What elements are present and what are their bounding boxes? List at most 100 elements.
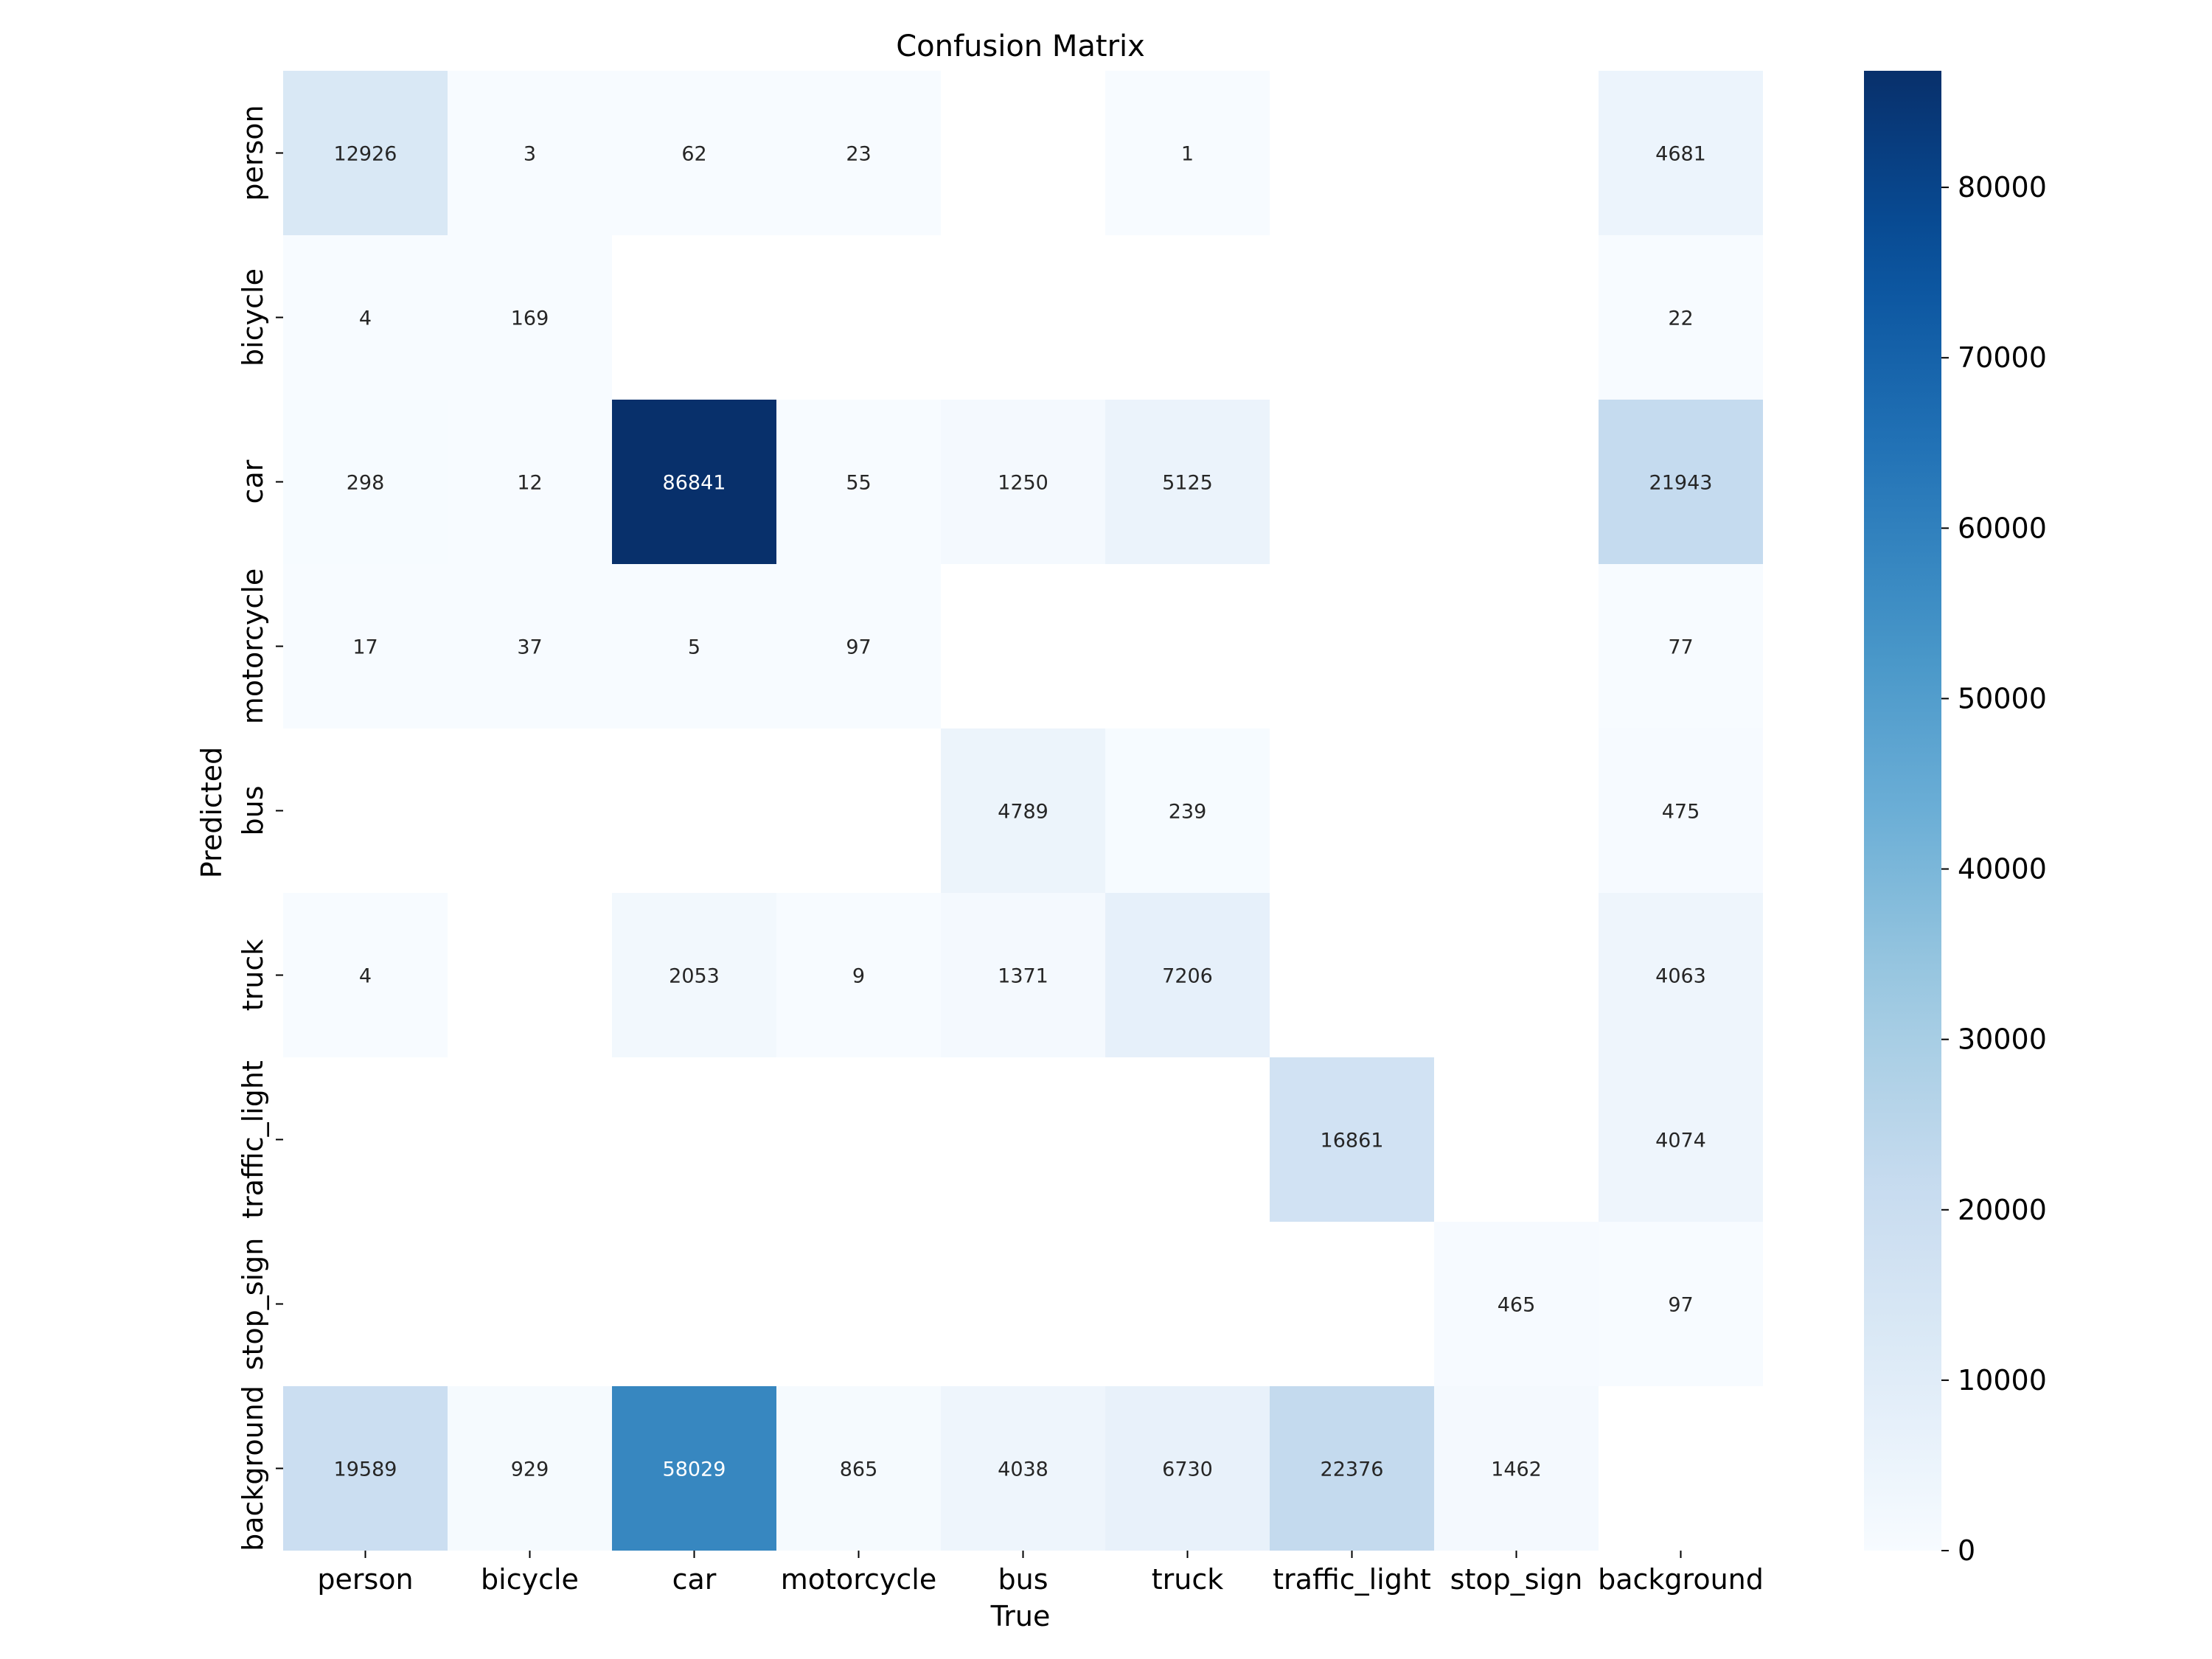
x-tick-label: motorcycle: [781, 1563, 936, 1596]
heatmap-cell-value: 12: [517, 472, 542, 495]
heatmap-cell: [612, 564, 776, 728]
heatmap-cell: [1599, 71, 1763, 235]
heatmap-cell-value: 97: [1668, 1294, 1693, 1317]
heatmap-cell: [283, 1386, 448, 1551]
heatmap-cell: [448, 564, 612, 728]
heatmap-cell: [1105, 728, 1270, 893]
heatmap-cell-empty: [941, 71, 1105, 235]
x-tick-label: stop_sign: [1450, 1563, 1583, 1596]
x-axis-label: True: [990, 1600, 1051, 1632]
heatmap-cell-value: 77: [1668, 636, 1693, 659]
heatmap-cell-value: 22: [1668, 307, 1693, 330]
heatmap-cell-empty: [1105, 1057, 1270, 1222]
heatmap-cell: [1599, 400, 1763, 564]
x-tick-label: truck: [1152, 1563, 1224, 1596]
colorbar-tick-label: 40000: [1958, 853, 2047, 886]
heatmap-cell: [941, 1386, 1105, 1551]
heatmap-cell-value: 475: [1662, 801, 1700, 824]
heatmap-cell: [612, 71, 776, 235]
heatmap-cell-empty: [941, 1222, 1105, 1386]
heatmap-cell: [1599, 893, 1763, 1057]
heatmap-cell: [941, 893, 1105, 1057]
x-axis-ticks: person bicycle car motorcycle bus truck traffi…: [317, 1551, 1764, 1596]
heatmap-cell: [1599, 728, 1763, 893]
colorbar-gradient: [1864, 71, 1941, 1551]
heatmap-cell-empty: [1270, 235, 1434, 400]
heatmap-cell-empty: [1270, 1222, 1434, 1386]
heatmap-cell: [612, 400, 776, 564]
heatmap-cell: [448, 400, 612, 564]
heatmap-cell-empty: [1434, 71, 1599, 235]
heatmap-cell: [283, 400, 448, 564]
heatmap-cell: [1270, 1386, 1434, 1551]
heatmap-cell-empty: [1599, 1386, 1763, 1551]
heatmap-cell-value: 1: [1181, 143, 1194, 166]
heatmap-cell-empty: [941, 1057, 1105, 1222]
x-tick-label: car: [672, 1563, 717, 1596]
heatmap-cell-empty: [776, 1057, 941, 1222]
heatmap-cell-value: 6730: [1162, 1458, 1213, 1481]
heatmap-cell: [941, 728, 1105, 893]
heatmap-cell-empty: [1270, 564, 1434, 728]
heatmap-cell: [1599, 1057, 1763, 1222]
heatmap-cell-value: 169: [511, 307, 549, 330]
heatmap-cell-empty: [448, 1222, 612, 1386]
x-tick-label: background: [1598, 1563, 1764, 1596]
heatmap-cell-value: 23: [846, 143, 871, 166]
heatmap-cell: [1270, 1057, 1434, 1222]
heatmap-cell: [1105, 1386, 1270, 1551]
y-tick-label: bus: [237, 785, 269, 835]
heatmap-cell-empty: [1434, 235, 1599, 400]
heatmap-cell: [612, 1386, 776, 1551]
heatmap-cell-value: 4063: [1655, 965, 1706, 988]
x-tick-label: bicycle: [481, 1563, 579, 1596]
heatmap-cell: [776, 400, 941, 564]
colorbar-tick-label: 50000: [1958, 682, 2047, 714]
heatmap-cell: [1105, 893, 1270, 1057]
heatmap-cell-value: 16861: [1321, 1130, 1384, 1152]
y-tick-label: bicycle: [237, 268, 269, 366]
heatmap-cell-empty: [612, 728, 776, 893]
heatmap-cell-value: 1462: [1491, 1458, 1542, 1481]
heatmap-cell: [1105, 71, 1270, 235]
heatmap-cell: [1434, 1386, 1599, 1551]
y-tick-label: background: [237, 1385, 269, 1551]
x-tick-label: bus: [998, 1563, 1048, 1596]
colorbar-tick-label: 70000: [1958, 341, 2047, 374]
heatmap-cell-value: 37: [517, 636, 542, 659]
heatmap-cell: [776, 564, 941, 728]
chart-title: Confusion Matrix: [896, 29, 1145, 63]
heatmap-cell-empty: [1105, 235, 1270, 400]
heatmap-cell-empty: [1270, 728, 1434, 893]
heatmap-cell-value: 4: [359, 307, 372, 330]
colorbar: 0 10000 20000 30000 40000 50000 60000 70000 8000…: [1864, 71, 2047, 1567]
heatmap-cell-empty: [1270, 71, 1434, 235]
heatmap-cell-value: 55: [846, 472, 871, 495]
heatmap-cell-empty: [1434, 893, 1599, 1057]
heatmap-cell-empty: [283, 1057, 448, 1222]
heatmap-cell-empty: [1270, 400, 1434, 564]
heatmap-cell-empty: [612, 1222, 776, 1386]
heatmap-cell: [612, 893, 776, 1057]
heatmap-cell-labels: 12926 3 62 23 1 4681 4 169 22 298 12 86841 55 1250 512…: [334, 143, 1713, 1481]
heatmap-cell-value: 21943: [1649, 472, 1713, 495]
heatmap-cell: [448, 1386, 612, 1551]
colorbar-tick-label: 30000: [1958, 1023, 2047, 1056]
heatmap-cell-empty: [776, 235, 941, 400]
colorbar-tick-label: 60000: [1958, 512, 2047, 544]
y-axis-ticks: person bicycle car motorcycle bus truck traffi…: [237, 105, 283, 1551]
heatmap-cell: [776, 1386, 941, 1551]
heatmap-cell-value: 4: [359, 965, 372, 988]
heatmap-cell: [776, 893, 941, 1057]
heatmap-cell-value: 17: [352, 636, 378, 659]
heatmap-cell-value: 4038: [998, 1458, 1048, 1481]
y-tick-label: truck: [237, 939, 269, 1012]
heatmap-cell: [283, 235, 448, 400]
heatmap-cell-empty: [448, 1057, 612, 1222]
heatmap-cell-empty: [1270, 893, 1434, 1057]
heatmap-cell: [448, 71, 612, 235]
heatmap-cell-value: 5125: [1162, 472, 1213, 495]
heatmap-cell-empty: [448, 728, 612, 893]
heatmap-cell-value: 465: [1498, 1294, 1536, 1317]
